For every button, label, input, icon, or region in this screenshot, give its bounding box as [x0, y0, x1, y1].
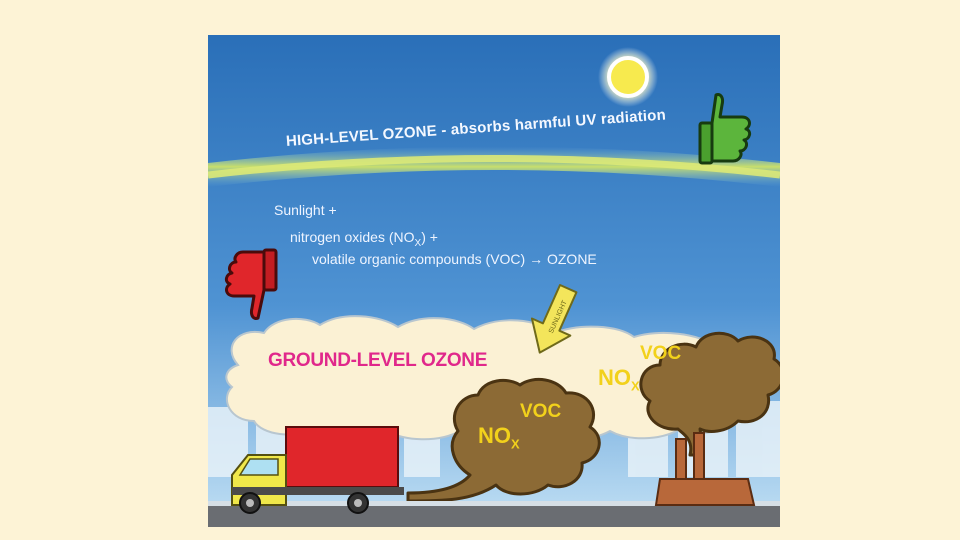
equation-line-3: volatile organic compounds (VOC) → OZONE	[312, 251, 597, 267]
thumbs-up-icon	[698, 93, 752, 165]
truck-smog-cloud	[406, 377, 601, 503]
truck-nox-text: NO	[478, 423, 511, 448]
ground	[208, 505, 780, 527]
ozone-diagram: SUNLIGHT HIGH-LEVEL OZONE - absorbs harm…	[208, 35, 780, 527]
equation-line-2: nitrogen oxides (NOX) +	[290, 229, 438, 249]
truck-nox-subscript: X	[511, 436, 520, 452]
equation-line-1: Sunlight +	[274, 202, 337, 218]
truck-icon	[231, 426, 404, 514]
sun-icon	[598, 47, 658, 107]
equation-nox-subscript: X	[414, 237, 422, 249]
ground-level-ozone-label: GROUND-LEVEL OZONE	[268, 350, 488, 371]
factory-smog-cloud	[639, 331, 780, 457]
factory-nox-label: NOX	[598, 365, 640, 393]
factory-nox-subscript: X	[631, 378, 640, 394]
factory-icon	[654, 432, 756, 506]
ozone-layer-band	[208, 146, 780, 187]
thumbs-down-icon	[224, 248, 278, 320]
equation-plus: ) +	[421, 229, 438, 245]
diagram-artwork: SUNLIGHT	[208, 35, 780, 527]
factory-voc-label: VOC	[640, 343, 682, 364]
truck-voc-label: VOC	[520, 401, 562, 422]
factory-nox-text: NO	[598, 365, 631, 390]
truck-nox-label: NOX	[478, 423, 520, 451]
equation-nox-text: nitrogen oxides (NO	[290, 229, 415, 245]
